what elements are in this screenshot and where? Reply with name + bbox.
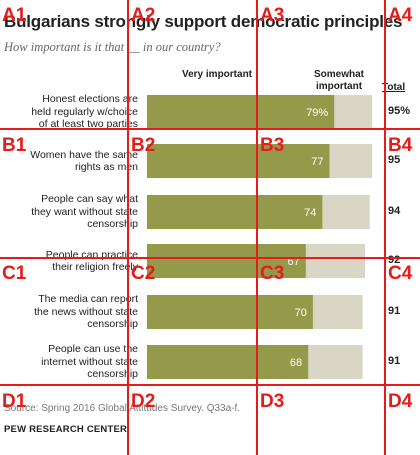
- row-label-line: censorship: [87, 368, 138, 381]
- row-label-3: People can say what they want without sta…: [4, 193, 138, 231]
- bar-value-4: 67: [288, 256, 300, 268]
- bar-very-1: [147, 95, 335, 129]
- row-label-line: People can use the: [48, 343, 138, 356]
- legend-very-important: Very important: [181, 69, 253, 80]
- legend-somewhat-important: Somewhat important: [313, 69, 364, 92]
- bar-value-1: 79%: [306, 107, 328, 119]
- row-label-1: Honest elections are held regularly w/cho…: [4, 93, 138, 131]
- row-label-line: Women have the same: [30, 148, 138, 161]
- grid-cell-label: D4: [388, 391, 413, 412]
- row-label-line: People can practice: [45, 248, 138, 261]
- grid-vertical-line: [256, 0, 258, 455]
- row-label-line: People can say what: [41, 193, 138, 206]
- bar-value-5: 70: [295, 307, 307, 319]
- bar-very-3: [147, 195, 323, 229]
- grid-cell-label: D2: [131, 391, 156, 412]
- chart-title: Bulgarians strongly support democratic p…: [4, 12, 403, 31]
- row-label-line: their religion freely: [52, 261, 138, 273]
- org-name: PEW RESEARCH CENTER: [4, 424, 128, 435]
- grid-cell-label: A4: [388, 5, 413, 26]
- grid-horizontal-line: [0, 128, 420, 130]
- grid-cell-label: B1: [2, 135, 27, 156]
- grid-cell-label: C2: [131, 263, 156, 284]
- row-label-line: the news without state: [34, 305, 138, 318]
- total-header: Total: [382, 82, 406, 93]
- grid-cell-label: C1: [2, 263, 27, 284]
- row-total-5: 91: [388, 305, 401, 317]
- row-total-6: 91: [388, 355, 401, 367]
- row-total-1: 95%: [388, 105, 411, 117]
- source-note: Source: Spring 2016 Global Attitudes Sur…: [4, 403, 241, 414]
- row-label-5: The media can report the news without sta…: [4, 293, 138, 331]
- row-label-line: censorship: [87, 218, 138, 231]
- grid-cell-label: D3: [260, 391, 285, 412]
- row-total-2: 95: [388, 154, 401, 166]
- grid-vertical-line: [384, 0, 386, 455]
- row-label-line: censorship: [87, 318, 138, 331]
- bar-very-2: [147, 144, 330, 178]
- grid-cell-label: A2: [131, 5, 156, 26]
- grid-cell-label: A1: [2, 5, 27, 26]
- bar-value-3: 74: [304, 207, 316, 219]
- bar-very-5: [147, 295, 313, 329]
- grid-cell-label: B2: [131, 135, 156, 156]
- row-label-2: Women have the same rights as men: [4, 149, 138, 174]
- grid-cell-label: C4: [388, 263, 413, 284]
- row-label-6: People can use the internet without state…: [4, 343, 138, 381]
- grid-cell-label: C3: [260, 263, 285, 284]
- grid-horizontal-line: [0, 384, 420, 386]
- row-label-line: Honest elections are: [42, 93, 138, 106]
- grid-horizontal-line: [0, 257, 420, 259]
- row-label-line: of at least two parties: [38, 118, 138, 131]
- row-total-3: 94: [388, 205, 401, 217]
- grid-cell-label: D1: [2, 391, 27, 412]
- row-label-line: The media can report: [38, 293, 138, 306]
- grid-cell-label: B4: [388, 135, 413, 156]
- bar-value-6: 68: [290, 357, 302, 369]
- grid-cell-label: B3: [260, 135, 285, 156]
- row-label-line: held regularly w/choice: [31, 105, 138, 118]
- bar-very-6: [147, 345, 309, 379]
- row-label-line: internet without state: [41, 355, 138, 368]
- bar-value-2: 77: [311, 156, 323, 168]
- grid-cell-label: A3: [260, 5, 285, 26]
- grid-vertical-line: [127, 0, 129, 455]
- bar-very-4: [147, 244, 306, 278]
- row-label-line: rights as men: [74, 161, 138, 173]
- chart-subtitle: How important is it that __ in our count…: [4, 40, 221, 54]
- row-label-line: they want without state: [31, 205, 138, 218]
